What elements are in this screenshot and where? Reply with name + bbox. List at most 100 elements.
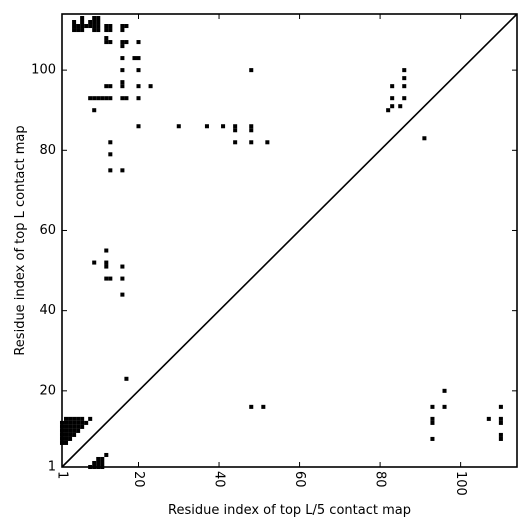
y-axis-label: Residue index of top L contact map xyxy=(13,125,28,355)
contact-point xyxy=(108,24,113,29)
y-tick-label: 80 xyxy=(39,143,56,158)
y-axis-ticks: 1 20 40 60 80 100 xyxy=(31,63,517,475)
contact-point xyxy=(108,140,113,145)
contact-point xyxy=(64,420,69,425)
plot-frame xyxy=(61,13,518,468)
contact-point xyxy=(76,28,81,33)
contact-point xyxy=(498,432,503,437)
contact-point xyxy=(221,124,226,129)
contact-point xyxy=(108,28,113,33)
contact-point xyxy=(72,24,77,29)
diagonal-line xyxy=(61,13,518,468)
contact-point xyxy=(498,404,503,409)
contact-point xyxy=(104,28,109,33)
x-tick-label: 1 xyxy=(55,471,70,479)
contact-point xyxy=(92,260,97,265)
contact-point xyxy=(72,416,77,421)
x-tick-label: 20 xyxy=(131,471,146,488)
contact-point xyxy=(498,416,503,421)
contact-point xyxy=(108,40,113,45)
contact-point xyxy=(136,96,141,101)
contact-point xyxy=(124,24,129,29)
contact-point xyxy=(402,96,407,101)
contact-point xyxy=(422,136,427,141)
contact-point xyxy=(80,416,85,421)
contact-point xyxy=(72,428,77,433)
contact-point xyxy=(204,124,209,129)
contact-point xyxy=(108,84,113,89)
contact-point xyxy=(249,124,254,129)
contact-point xyxy=(498,436,503,441)
contact-point xyxy=(96,16,101,21)
contact-point xyxy=(104,36,109,41)
x-axis-ticks: 1 20 40 60 80 100 xyxy=(55,14,468,496)
contact-point xyxy=(92,16,97,21)
contact-point xyxy=(120,68,125,73)
contact-point xyxy=(96,28,101,33)
contact-point xyxy=(96,24,101,29)
contact-point xyxy=(124,96,129,101)
contact-point xyxy=(104,276,109,281)
contact-point xyxy=(402,84,407,89)
contact-point xyxy=(390,96,395,101)
contact-point xyxy=(104,24,109,29)
contact-point xyxy=(402,76,407,81)
contact-point xyxy=(430,436,435,441)
contact-point xyxy=(430,420,435,425)
y-tick-label: 20 xyxy=(39,383,56,398)
contact-point xyxy=(80,16,85,21)
contact-point xyxy=(120,28,125,33)
contact-point xyxy=(120,40,125,45)
contact-point xyxy=(80,20,85,25)
contact-point xyxy=(176,124,181,129)
contact-point xyxy=(398,104,403,109)
contact-point xyxy=(486,416,491,421)
contact-point xyxy=(120,24,125,29)
contact-point xyxy=(92,460,97,466)
contact-point xyxy=(108,96,113,101)
contact-point xyxy=(104,260,109,265)
contact-point xyxy=(64,432,69,437)
contact-point xyxy=(120,84,125,89)
contact-point xyxy=(64,436,69,441)
contact-point xyxy=(64,424,69,429)
contact-point xyxy=(120,168,125,173)
contact-point xyxy=(108,168,113,173)
contact-point xyxy=(68,416,73,421)
contact-point xyxy=(88,20,93,25)
contact-point xyxy=(92,108,97,113)
contact-point xyxy=(120,276,125,281)
contact-point xyxy=(76,416,81,421)
contact-point xyxy=(402,68,407,73)
contact-point xyxy=(100,456,105,461)
contact-point xyxy=(120,80,125,85)
y-tick-label: 1 xyxy=(48,460,56,475)
contact-point xyxy=(498,420,503,425)
contact-point xyxy=(68,424,73,429)
contact-point xyxy=(233,140,238,145)
x-tick-label: 80 xyxy=(373,471,388,488)
contact-point xyxy=(390,84,395,89)
contact-point xyxy=(148,84,153,89)
x-tick-label: 40 xyxy=(212,471,227,488)
contact-point xyxy=(108,276,113,281)
contact-point xyxy=(68,428,73,433)
contact-point xyxy=(104,84,109,89)
contact-point xyxy=(442,388,447,393)
contact-point xyxy=(92,20,97,25)
contact-point xyxy=(96,96,101,101)
contact-point xyxy=(76,420,81,425)
contact-point xyxy=(80,420,85,425)
contact-point xyxy=(100,96,105,101)
contact-point xyxy=(80,28,85,33)
contact-point xyxy=(265,140,270,145)
contact-point xyxy=(132,56,137,61)
contact-point xyxy=(92,96,97,101)
contact-point xyxy=(124,40,129,45)
contact-point xyxy=(249,140,254,145)
contact-point xyxy=(136,84,141,89)
contact-point xyxy=(430,416,435,421)
contact-point xyxy=(136,56,141,61)
contact-point xyxy=(76,24,81,29)
